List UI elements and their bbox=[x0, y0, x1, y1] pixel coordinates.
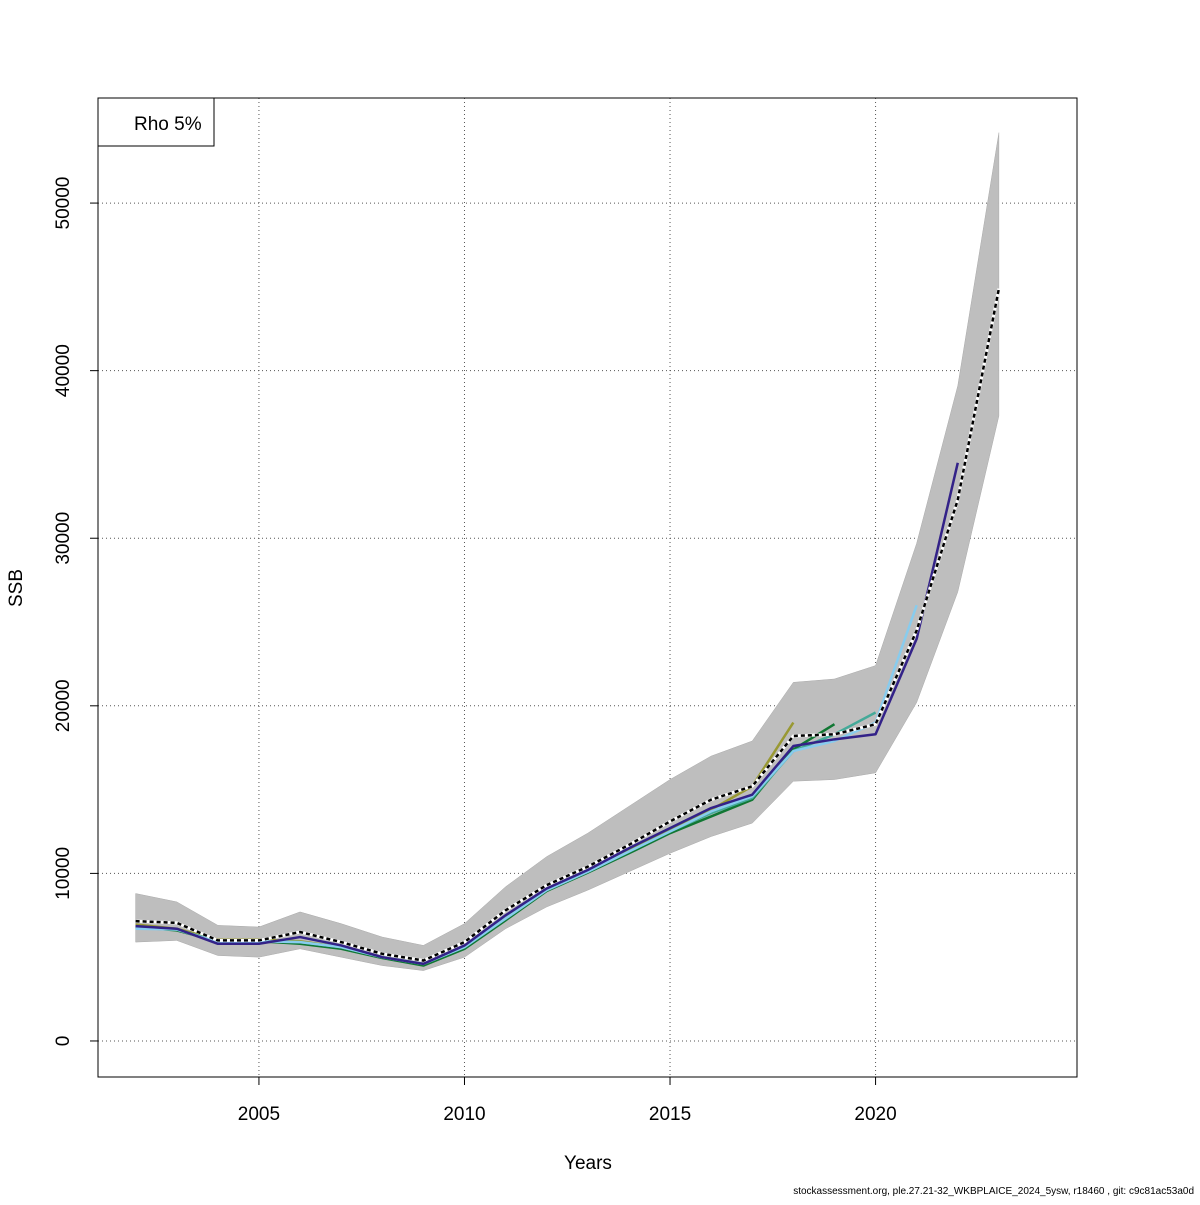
x-axis-label: Years bbox=[564, 1153, 612, 1174]
confidence-band bbox=[135, 132, 1000, 971]
y-axis: 0 10000 20000 30000 40000 50000 bbox=[53, 177, 98, 1047]
y-tick-label: 10000 bbox=[53, 847, 74, 900]
y-axis-label: SSB bbox=[6, 569, 27, 607]
estimate-line bbox=[135, 288, 1001, 962]
x-tick-label: 2005 bbox=[238, 1104, 280, 1125]
y-tick-label: 0 bbox=[53, 1036, 74, 1047]
x-axis: 2005 2010 2015 2020 bbox=[238, 1077, 897, 1125]
legend-text: Rho 5% bbox=[134, 114, 202, 135]
y-tick-label: 40000 bbox=[53, 344, 74, 397]
confidence-band-area bbox=[135, 132, 1000, 971]
x-tick-label: 2015 bbox=[649, 1104, 691, 1125]
x-tick-label: 2020 bbox=[854, 1104, 896, 1125]
legend: Rho 5% bbox=[97, 97, 215, 147]
series-lines bbox=[135, 288, 1001, 967]
legend-box bbox=[97, 97, 215, 147]
y-tick-label: 20000 bbox=[53, 679, 74, 732]
plot-frame bbox=[97, 97, 1078, 1078]
footer-text: stockassessment.org, ple.27.21-32_WKBPLA… bbox=[793, 1186, 1194, 1197]
y-tick-label: 30000 bbox=[53, 512, 74, 565]
y-tick-label: 50000 bbox=[53, 177, 74, 230]
x-tick-label: 2010 bbox=[443, 1104, 485, 1125]
retro-line-peel-2022 bbox=[135, 462, 960, 966]
